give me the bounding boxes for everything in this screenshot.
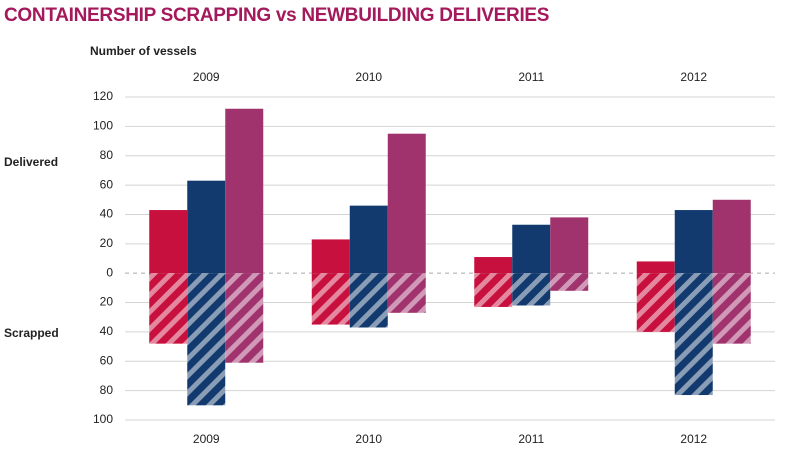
annotation: Scrapped	[4, 326, 59, 340]
y-tick-label: 40	[100, 207, 114, 221]
delivered-bar	[149, 210, 188, 274]
delivered-bar	[349, 205, 388, 274]
y-tick-label: 20	[100, 236, 114, 250]
scrapped-bar	[225, 273, 264, 363]
scrapped-bar	[512, 273, 551, 306]
scrapped-bar	[387, 273, 426, 313]
x-tick-label-top: 2009	[193, 70, 220, 84]
y-tick-label: 80	[100, 383, 114, 397]
y-tick-label: 20	[100, 295, 114, 309]
delivered-bar	[187, 180, 226, 274]
x-tick-label-top: 2012	[680, 70, 707, 84]
scrapped-bar	[474, 273, 513, 307]
y-tick-label: 80	[100, 148, 114, 162]
x-tick-label: 2012	[680, 432, 707, 446]
y-tick-label: 100	[93, 119, 113, 133]
scrapped-bar	[550, 273, 589, 291]
delivered-bar	[550, 217, 589, 274]
scrapped-bar	[187, 273, 226, 406]
delivered-bar	[387, 133, 426, 274]
x-tick-label-top: 2010	[355, 70, 382, 84]
scrapped-bar	[636, 273, 675, 332]
y-axis-label: Number of vessels	[90, 44, 197, 58]
delivered-bar	[311, 239, 350, 274]
y-tick-label: 60	[100, 353, 114, 367]
y-tick-label: 40	[100, 324, 114, 338]
y-tick-label: 120	[93, 89, 113, 103]
scrapped-bar	[674, 273, 713, 396]
annotation: Delivered	[4, 155, 58, 169]
scrapped-bar	[149, 273, 188, 344]
scrapped-bar	[349, 273, 388, 328]
y-tick-label: 0	[106, 265, 113, 279]
y-tick-label: 100	[93, 412, 113, 426]
chart-title: CONTAINERSHIP SCRAPPING vs NEWBUILDING D…	[4, 5, 549, 26]
delivered-bar	[225, 108, 264, 274]
delivered-bar	[474, 257, 513, 274]
x-tick-label: 2009	[193, 432, 220, 446]
delivered-bar	[674, 210, 713, 274]
x-tick-label: 2011	[518, 432, 544, 446]
x-tick-label: 2010	[355, 432, 382, 446]
delivered-bar	[636, 261, 675, 274]
scrapped-bar	[712, 273, 751, 344]
delivered-bar	[712, 199, 751, 274]
delivered-bar	[512, 224, 551, 274]
y-tick-label: 60	[100, 177, 114, 191]
x-tick-label-top: 2011	[518, 70, 544, 84]
scrapped-bar	[311, 273, 350, 325]
